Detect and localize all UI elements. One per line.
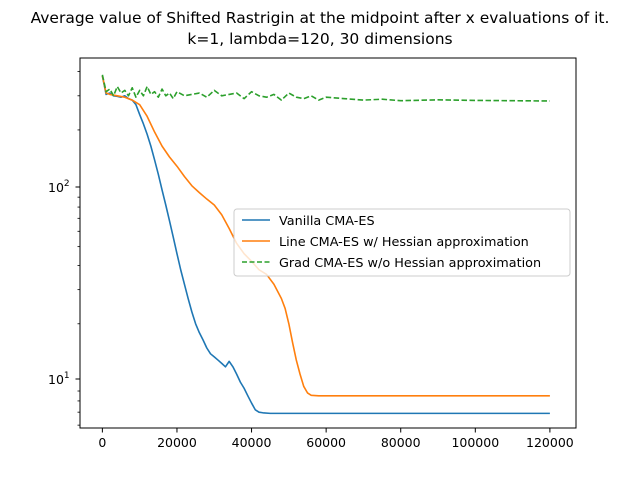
legend: Vanilla CMA-ES Line CMA-ES w/ Hessian ap… xyxy=(233,208,571,277)
x-tick-label: 60000 xyxy=(306,435,346,450)
x-axis: 0 20000 40000 60000 80000 100000 120000 xyxy=(98,428,574,450)
x-tick-label: 0 xyxy=(98,435,106,450)
x-tick-label: 20000 xyxy=(157,435,197,450)
legend-label-grad: Grad CMA-ES w/o Hessian approximation xyxy=(279,256,541,271)
chart-subtitle: k=1, lambda=120, 30 dimensions xyxy=(187,30,452,48)
legend-box xyxy=(233,208,571,277)
series-line-2 xyxy=(101,74,550,102)
y-tick-label-100: 102 xyxy=(48,179,70,195)
x-tick-label: 120000 xyxy=(526,435,574,450)
x-tick-label: 80000 xyxy=(381,435,421,450)
x-tick-label: 40000 xyxy=(232,435,272,450)
x-tick-label: 100000 xyxy=(451,435,499,450)
chart-title: Average value of Shifted Rastrigin at th… xyxy=(31,9,610,27)
plot-frame xyxy=(79,57,577,429)
y-axis: 102 101 xyxy=(48,71,80,426)
legend-label-line: Line CMA-ES w/ Hessian approximation xyxy=(279,235,529,250)
y-tick-label-10: 101 xyxy=(48,371,70,387)
legend-label-vanilla: Vanilla CMA-ES xyxy=(279,214,375,229)
